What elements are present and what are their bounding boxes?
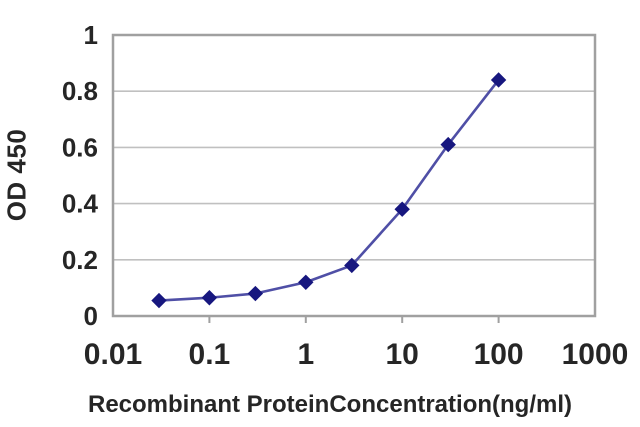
series-line	[158, 79, 500, 302]
data-point-marker	[298, 274, 314, 290]
x-tick-label: 1	[297, 338, 314, 371]
y-tick-label: 1	[84, 20, 98, 50]
data-point-marker	[201, 290, 218, 306]
data-point-marker	[344, 257, 360, 274]
x-tick-label: 10	[386, 338, 419, 371]
x-tick-label: 100	[474, 338, 524, 371]
data-point-marker	[440, 136, 456, 153]
data-point-marker	[151, 292, 167, 309]
y-tick-label: 0.4	[62, 189, 99, 219]
x-axis-title: Recombinant ProteinConcentration(ng/ml)	[87, 391, 572, 418]
y-tick-label: 0.8	[62, 76, 98, 106]
y-tick-label: 0.2	[62, 245, 98, 275]
x-tick-label: 0.1	[189, 338, 231, 371]
data-point-marker	[394, 201, 410, 217]
y-tick-label: 0.6	[62, 132, 98, 162]
x-tick-label: 1000	[562, 338, 629, 371]
plot-area-frame	[111, 33, 597, 318]
y-tick-label: 0	[84, 301, 98, 331]
data-point-marker	[247, 285, 264, 302]
y-axis-title: OD 450	[1, 128, 32, 222]
x-tick-label: 0.01	[84, 338, 142, 371]
data-point-marker	[490, 72, 507, 88]
